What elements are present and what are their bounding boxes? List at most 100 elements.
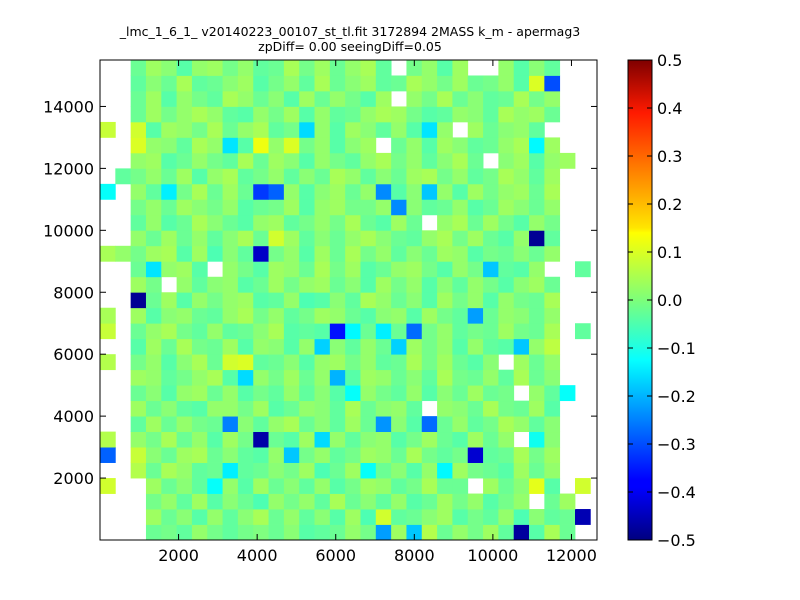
- heatmap-cell: [145, 462, 162, 479]
- heatmap-cell: [467, 431, 484, 448]
- heatmap-cell: [544, 478, 561, 494]
- heatmap-cell: [391, 307, 407, 324]
- heatmap-cell: [237, 75, 254, 92]
- heatmap-cell: [145, 323, 162, 340]
- heatmap-cell: [544, 90, 561, 107]
- heatmap-cell: [161, 462, 178, 479]
- heatmap-cell: [100, 121, 116, 138]
- colorbar-tick-label: −0.5: [657, 531, 696, 550]
- heatmap-cell: [176, 152, 193, 169]
- heatmap-cell: [421, 276, 438, 293]
- heatmap-cell: [421, 369, 438, 386]
- x-axis: 2000 4000 6000 8000 10000 12000: [158, 60, 597, 565]
- heatmap-cell: [253, 245, 269, 262]
- heatmap-cell: [145, 416, 162, 433]
- heatmap-cell: [314, 509, 331, 525]
- heatmap-cell: [299, 462, 315, 479]
- heatmap-cell: [467, 261, 484, 278]
- heatmap-cell: [452, 106, 469, 123]
- heatmap-cell: [437, 354, 453, 371]
- heatmap-cell: [161, 75, 178, 92]
- colorbar-frame: [627, 59, 653, 541]
- heatmap-cell: [437, 261, 453, 278]
- heatmap-cell: [467, 152, 484, 169]
- colorbar-tick-label: −0.4: [657, 483, 696, 502]
- heatmap-cell: [452, 478, 469, 494]
- heatmap-cell: [375, 509, 392, 525]
- heatmap-cell: [253, 323, 269, 340]
- heatmap-cell: [375, 121, 392, 138]
- heatmap-cell: [191, 416, 208, 433]
- heatmap-cell: [452, 338, 469, 355]
- heatmap-cell: [314, 292, 331, 309]
- heatmap-cell: [145, 493, 162, 510]
- colorbar-tick-label: −0.1: [657, 339, 696, 358]
- heatmap-cell: [421, 152, 438, 169]
- heatmap-cell: [345, 400, 361, 417]
- heatmap-cell: [437, 307, 453, 324]
- heatmap-cell: [253, 152, 269, 169]
- heatmap-cell: [529, 121, 545, 138]
- heatmap-cell: [253, 524, 269, 540]
- heatmap-cell: [544, 292, 561, 309]
- heatmap-cell: [130, 168, 147, 185]
- heatmap-cell: [421, 199, 438, 216]
- heatmap-cell: [268, 168, 285, 185]
- heatmap-cell: [253, 121, 269, 138]
- heatmap-cell: [176, 245, 193, 262]
- heatmap-cell: [314, 183, 331, 200]
- heatmap-cell: [329, 323, 346, 340]
- heatmap-cell: [529, 245, 545, 262]
- heatmap-cell: [207, 431, 223, 448]
- heatmap-cell: [253, 214, 269, 231]
- heatmap-cell: [130, 106, 147, 123]
- heatmap-cell: [222, 462, 239, 479]
- heatmap-cell: [421, 385, 438, 402]
- heatmap-cell: [375, 493, 392, 510]
- heatmap-cell: [345, 447, 361, 463]
- heatmap-cell: [268, 338, 285, 355]
- heatmap-cell: [283, 478, 300, 494]
- heatmap-cell: [161, 307, 178, 324]
- heatmap-cell: [314, 416, 331, 433]
- heatmap-cell: [299, 90, 315, 107]
- heatmap-cell: [391, 400, 407, 417]
- heatmap-cell: [299, 214, 315, 231]
- heatmap-cell: [452, 385, 469, 402]
- heatmap-cell: [513, 307, 530, 324]
- heatmap-cell: [375, 292, 392, 309]
- heatmap-cell: [513, 323, 530, 340]
- heatmap-cell: [145, 168, 162, 185]
- heatmap-cell: [176, 447, 193, 463]
- heatmap-cell: [452, 60, 469, 76]
- heatmap-cell: [191, 493, 208, 510]
- heatmap-cell: [207, 199, 223, 216]
- heatmap-cell: [421, 137, 438, 154]
- heatmap-cell: [237, 354, 254, 371]
- heatmap-cell: [360, 75, 377, 92]
- heatmap-cell: [299, 400, 315, 417]
- heatmap-cell: [130, 152, 147, 169]
- heatmap-cell: [375, 338, 392, 355]
- heatmap-cell: [498, 137, 515, 154]
- heatmap-cell: [406, 338, 423, 355]
- heatmap-cell: [421, 354, 438, 371]
- heatmap-cell: [191, 400, 208, 417]
- heatmap-cell: [161, 524, 178, 540]
- heatmap-cell: [237, 292, 254, 309]
- heatmap-cell: [360, 137, 377, 154]
- heatmap-cell: [130, 462, 147, 479]
- heatmap-cell: [513, 75, 530, 92]
- heatmap-cell: [191, 90, 208, 107]
- heatmap-cell: [544, 152, 561, 169]
- heatmap-cell: [529, 431, 545, 448]
- heatmap-cell: [498, 338, 515, 355]
- heatmap-cell: [406, 90, 423, 107]
- heatmap-cell: [299, 106, 315, 123]
- heatmap-cell: [421, 121, 438, 138]
- heatmap-cell: [544, 509, 561, 525]
- heatmap-cell: [544, 307, 561, 324]
- heatmap-cell: [283, 121, 300, 138]
- heatmap-cell: [314, 75, 331, 92]
- heatmap-cell: [314, 447, 331, 463]
